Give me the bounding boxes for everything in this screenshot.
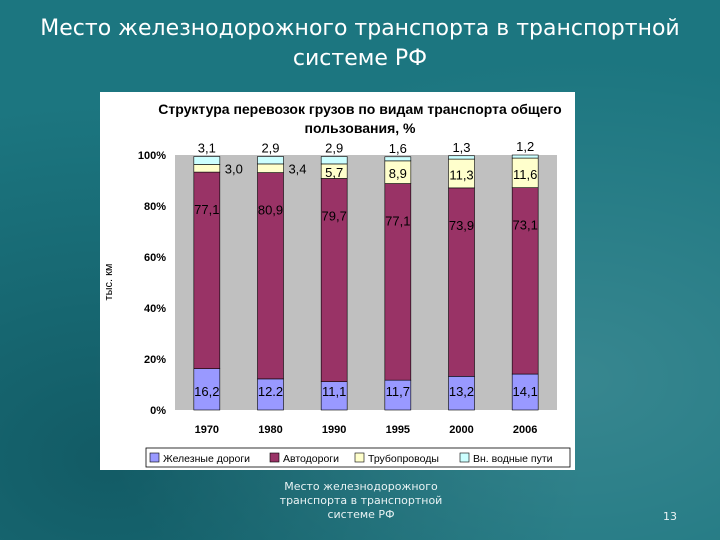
data-label: 2,9 xyxy=(325,141,343,156)
data-label: 1,2 xyxy=(516,139,534,154)
bar-segment xyxy=(448,158,475,189)
data-label: 11,1 xyxy=(322,384,346,399)
y-tick-label: 20% xyxy=(144,354,166,366)
bar-segment xyxy=(511,187,539,375)
slide-title-line1: Место железнодорожного транспорта в тран… xyxy=(40,16,680,41)
x-tick-label: 1990 xyxy=(322,424,346,436)
legend-label: Вн. водные пути xyxy=(473,453,553,465)
bar-segment xyxy=(257,156,284,165)
footer-note: Место железнодорожного транспорта в тран… xyxy=(266,480,456,522)
legend-label: Автодороги xyxy=(283,453,339,465)
legend-swatch xyxy=(459,452,470,463)
data-label: 5,7 xyxy=(325,165,343,180)
legend-swatch xyxy=(149,452,160,463)
chart-title-line1: Структура перевозок грузов по видам тран… xyxy=(158,101,561,117)
x-tick-label: 1970 xyxy=(195,424,219,436)
legend-label: Трубопроводы xyxy=(368,453,439,465)
data-label: 80,9 xyxy=(258,203,283,218)
legend-swatch xyxy=(269,452,280,463)
bar-segment xyxy=(193,156,221,165)
plot-area xyxy=(175,155,557,410)
data-label: 16,2 xyxy=(194,384,219,399)
footer-line1: Место железнодорожного xyxy=(284,480,438,493)
y-tick-label: 40% xyxy=(144,303,166,315)
legend-swatch xyxy=(354,452,365,463)
bar-segment xyxy=(193,164,221,173)
slide-title-line2: системе РФ xyxy=(292,46,428,71)
y-tick-label: 0% xyxy=(150,405,166,417)
data-label: 1,6 xyxy=(389,141,407,156)
bar-segment xyxy=(384,156,412,162)
data-label: 1,3 xyxy=(452,140,470,155)
footer-line3: системе РФ xyxy=(327,508,395,521)
data-label: 3,0 xyxy=(225,161,243,176)
bar-segment xyxy=(448,376,475,411)
data-label: 13,2 xyxy=(449,384,474,399)
bar-segment xyxy=(257,163,284,173)
bar-segment xyxy=(384,379,412,411)
bar-segment xyxy=(511,373,539,411)
y-tick-label: 60% xyxy=(144,252,166,264)
data-label: 11,6 xyxy=(513,167,537,182)
y-tick-label: 80% xyxy=(144,201,166,213)
data-label: 11,7 xyxy=(386,384,410,399)
data-label: 3,4 xyxy=(288,161,306,176)
bar-segment xyxy=(448,187,475,377)
data-label: 79,7 xyxy=(322,208,347,223)
slide-title: Место железнодорожного транспорта в тран… xyxy=(20,14,700,74)
x-tick-label: 1980 xyxy=(258,424,282,436)
x-tick-label: 2000 xyxy=(449,424,473,436)
data-label: 73,9 xyxy=(449,218,474,233)
bar-segment xyxy=(193,171,221,369)
bar-segment xyxy=(384,183,412,381)
data-label: 77,1 xyxy=(194,202,219,217)
page-number: 13 xyxy=(663,510,677,523)
data-label: 12.2 xyxy=(258,384,283,399)
bar-segment xyxy=(320,156,348,165)
data-label: 73,1 xyxy=(513,218,538,233)
x-tick-label: 2006 xyxy=(513,424,537,436)
x-tick-label: 1995 xyxy=(386,424,410,436)
footer-line2: транспорта в транспортной xyxy=(279,494,443,507)
data-label: 11,3 xyxy=(449,167,473,182)
bar-segment xyxy=(257,172,284,380)
data-label: 8,9 xyxy=(389,166,407,181)
legend-label: Железные дороги xyxy=(163,453,250,465)
y-axis-label: тыс. км xyxy=(103,264,115,301)
chart-title-line2: пользования, % xyxy=(305,120,417,136)
bar-segment xyxy=(511,157,539,188)
data-label: 77,1 xyxy=(385,214,410,229)
bar-segment xyxy=(193,368,221,411)
data-label: 14,1 xyxy=(513,384,538,399)
bar-segment xyxy=(448,155,475,160)
data-label: 2,9 xyxy=(261,141,279,156)
bar-segment xyxy=(511,154,539,159)
bar-segment xyxy=(320,178,348,382)
data-label: 3,1 xyxy=(198,141,216,156)
y-tick-label: 100% xyxy=(138,150,166,162)
